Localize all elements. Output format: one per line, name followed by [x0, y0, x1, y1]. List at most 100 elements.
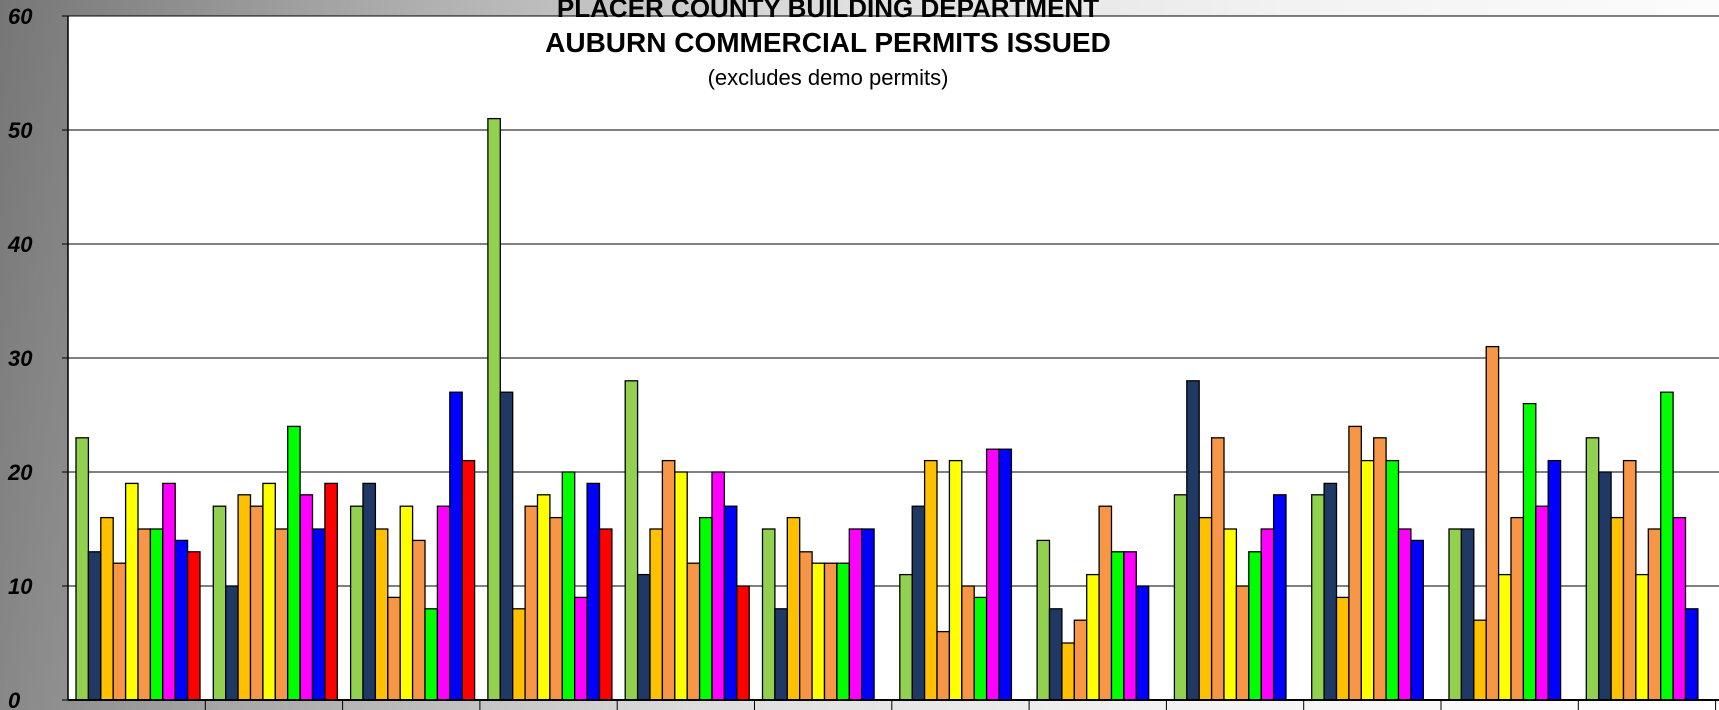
bar — [186, 551, 201, 701]
bar — [1684, 608, 1699, 701]
category-separators — [204, 700, 1717, 710]
bar — [723, 505, 738, 701]
bar — [1497, 573, 1512, 701]
bar — [1235, 585, 1250, 701]
bar — [836, 562, 850, 701]
y-tick-label: 50 — [8, 118, 33, 143]
bar — [1173, 494, 1188, 701]
bar — [1510, 516, 1525, 701]
bar — [661, 459, 676, 701]
bar — [636, 573, 651, 701]
bar — [249, 505, 264, 701]
y-tick-label: 0 — [8, 688, 21, 710]
bar — [1622, 459, 1637, 701]
bar — [811, 562, 826, 701]
bar — [75, 437, 90, 701]
y-axis-ticks: 0 10 20 30 40 50 60 — [7, 4, 68, 710]
bar — [1535, 505, 1549, 701]
bar — [761, 528, 776, 701]
bar — [973, 596, 988, 701]
bar — [574, 596, 588, 701]
bar — [512, 608, 526, 701]
bar — [561, 471, 576, 701]
bar — [436, 505, 451, 701]
bar — [299, 494, 314, 701]
bar — [985, 448, 1000, 701]
bar — [1660, 391, 1674, 701]
bar — [387, 596, 401, 701]
bar — [1248, 551, 1262, 701]
bar — [1473, 619, 1487, 701]
bar — [162, 482, 176, 701]
bar — [848, 528, 863, 701]
bar — [1048, 608, 1063, 701]
chart-title: PLACER COUNTY BUILDING DEPARTMENT — [557, 0, 1099, 23]
chart-note: (excludes demo permits) — [708, 65, 949, 90]
bar — [823, 562, 838, 701]
bar — [861, 528, 875, 701]
y-tick-label: 30 — [8, 346, 33, 371]
bar — [1135, 585, 1150, 701]
bar — [799, 551, 813, 701]
bar — [411, 539, 426, 701]
bar — [911, 505, 926, 701]
bar — [1123, 551, 1137, 701]
bar — [149, 528, 164, 701]
bar — [948, 459, 963, 701]
bar — [1311, 494, 1325, 701]
y-tick-label: 60 — [8, 4, 33, 29]
bar — [274, 528, 289, 701]
bar — [1485, 345, 1500, 701]
bar — [349, 505, 364, 701]
bar — [1272, 494, 1287, 701]
bar — [174, 539, 189, 701]
bar — [374, 528, 389, 701]
bar — [598, 528, 613, 701]
bar — [1335, 596, 1350, 701]
bar — [1086, 573, 1100, 701]
bar — [137, 528, 152, 701]
bar — [225, 585, 239, 701]
bar — [899, 573, 913, 701]
bar — [1323, 482, 1338, 701]
bar — [324, 482, 338, 701]
bar — [786, 516, 801, 701]
bar — [586, 482, 601, 701]
bar — [1360, 459, 1375, 701]
bar — [424, 608, 439, 701]
bar — [124, 482, 139, 701]
bar — [100, 516, 114, 701]
bar — [1522, 402, 1537, 701]
bar — [1598, 471, 1612, 701]
bar — [1186, 380, 1200, 701]
bar — [998, 448, 1013, 701]
bar — [674, 471, 688, 701]
bar — [736, 585, 750, 701]
bar — [311, 528, 326, 701]
bar — [499, 391, 514, 701]
bar — [1547, 459, 1562, 701]
bar — [1460, 528, 1475, 701]
y-tick-label: 40 — [7, 232, 33, 257]
bar — [1672, 516, 1687, 701]
bar — [1223, 528, 1238, 701]
gridlines — [68, 15, 1719, 587]
bars — [75, 117, 1699, 701]
bar — [112, 562, 127, 701]
bar — [1647, 528, 1662, 701]
bar — [1098, 505, 1113, 701]
bar — [1348, 425, 1362, 701]
bar — [1260, 528, 1275, 701]
bar — [711, 471, 726, 701]
bar — [487, 117, 501, 701]
bar — [1110, 551, 1125, 701]
bar — [923, 459, 938, 701]
bar — [237, 494, 252, 701]
bar — [1073, 619, 1088, 701]
bar — [1036, 539, 1051, 701]
chart-subtitle: AUBURN COMMERCIAL PERMITS ISSUED — [545, 27, 1111, 58]
bar — [1635, 573, 1649, 701]
bar — [87, 551, 102, 701]
bar — [1210, 437, 1225, 701]
y-tick-label: 20 — [7, 460, 33, 485]
